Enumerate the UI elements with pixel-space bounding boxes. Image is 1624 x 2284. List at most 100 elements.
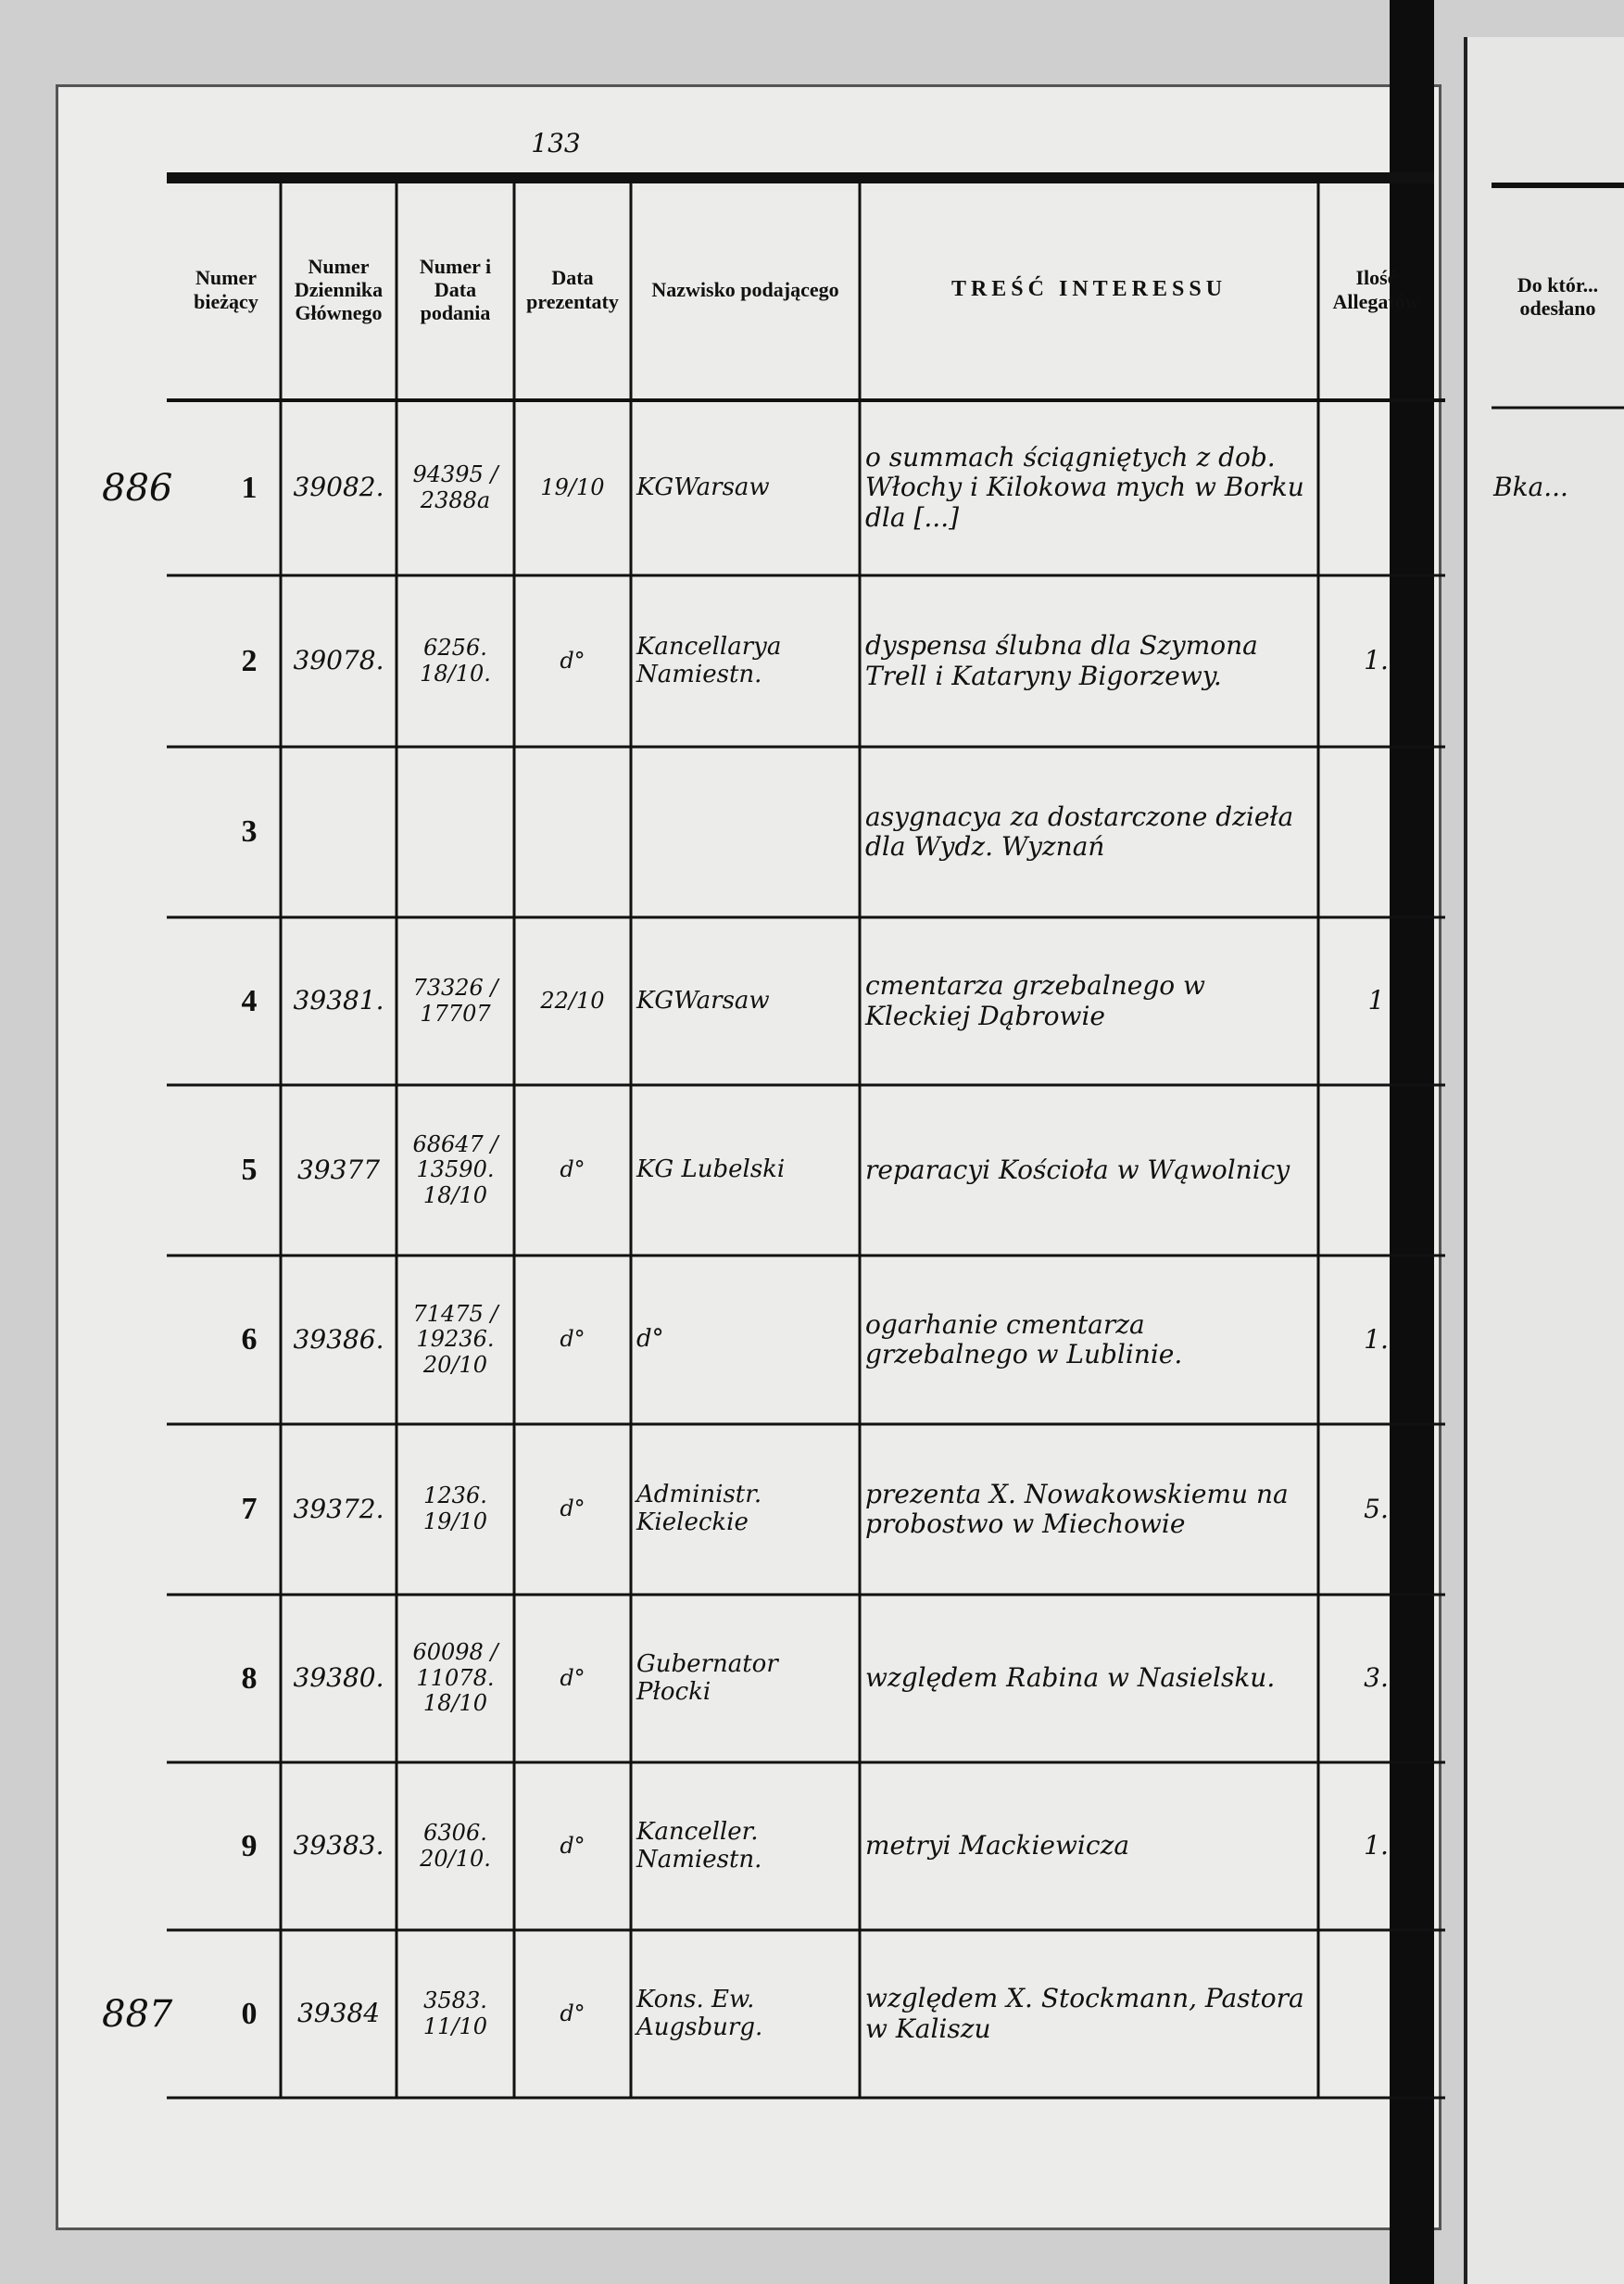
next-page-cell (1493, 581, 1624, 741)
next-page-cell (1493, 1091, 1624, 1250)
cell-date: 22/10 (540, 987, 605, 1014)
column-header: Nazwisko podającego (651, 277, 839, 301)
margin-number (102, 1261, 222, 1419)
column-header: Data prezentaty (526, 266, 619, 313)
cell-date: d° (560, 1832, 585, 1859)
cell-content: cmentarza grzebalnego w Kleckiej Dąbrowi… (865, 970, 1205, 1031)
cell-name: Kanceller. Namiestn. (636, 1817, 762, 1874)
cell-count (1324, 1091, 1429, 1250)
row-number: 2 (241, 643, 258, 678)
column-header: Numer bieżący (194, 266, 258, 313)
row-number: 5 (241, 1153, 258, 1188)
cell-date: 19/10 (540, 473, 605, 500)
cell-journal: 39078. (293, 645, 384, 676)
cell-date: d° (560, 1156, 585, 1183)
cell-filing (402, 752, 509, 912)
cell-name: KG Lubelski (636, 1155, 786, 1184)
cell-count: 1. (1364, 1323, 1389, 1355)
cell-date: d° (560, 1326, 585, 1353)
cell-name: Gubernator Płocki (636, 1649, 778, 1706)
next-page-cell (1493, 1430, 1624, 1589)
cell-count (1324, 406, 1429, 570)
margin-number (102, 581, 222, 741)
cell-journal: 39384 (296, 1998, 381, 2029)
cell-content: metryi Mackiewicza (865, 1830, 1130, 1861)
cell-filing: 60098 / 11078. 18/10 (412, 1639, 498, 1717)
column-header: Ilość Allegatów (1332, 266, 1420, 313)
cell-date: d° (560, 1664, 585, 1691)
cell-filing: 6256. 18/10. (420, 634, 491, 687)
cell-journal: 39377 (296, 1154, 381, 1185)
next-page-cell: Bka... (1493, 472, 1568, 503)
row-number: 9 (241, 1828, 258, 1863)
cell-filing: 1236. 19/10 (422, 1483, 488, 1534)
cell-name: Kons. Ew. Augsburg. (636, 1985, 763, 2041)
cell-count: 1. (1364, 1830, 1389, 1861)
cell-date (520, 752, 625, 912)
margin-number: 886 (102, 466, 173, 510)
cell-journal: 39383. (293, 1830, 384, 1861)
row-number: 3 (241, 814, 258, 850)
row-number: 0 (241, 1996, 258, 2031)
cell-filing: 73326 / 17707 (412, 974, 498, 1027)
cell-name: KGWarsaw (636, 473, 770, 501)
margin-number (102, 1430, 222, 1589)
cell-content: o summach ściągniętych z dob. Włochy i K… (865, 442, 1304, 533)
cell-journal: 39082. (293, 472, 384, 503)
cell-name (636, 752, 854, 912)
cell-journal: 39381. (293, 985, 384, 1016)
cell-date: d° (560, 1495, 585, 1522)
cell-count (1324, 1936, 1429, 2092)
margin-number (102, 923, 222, 1079)
cell-content: ogarhanie cmentarza grzebalnego w Lublin… (865, 1308, 1183, 1369)
cell-filing: 6306. 20/10. (420, 1819, 491, 1872)
cell-name: Administr. Kieleckie (636, 1481, 762, 1536)
row-number: 8 (241, 1660, 258, 1696)
cell-journal (286, 752, 391, 912)
margin-number (102, 752, 222, 912)
cell-filing: 68647 / 13590. 18/10 (412, 1130, 498, 1208)
cell-journal: 39372. (293, 1493, 384, 1524)
cell-count: 1 (1367, 985, 1385, 1016)
column-header: TREŚĆ INTERESSU (950, 276, 1227, 301)
next-page-cell (1493, 752, 1624, 912)
margin-number (102, 1091, 222, 1250)
cell-content: względem Rabina w Nasielsku. (865, 1662, 1276, 1694)
next-page-cell (1493, 1768, 1624, 1924)
next-page-header: Do któr... odesłano (1517, 272, 1599, 320)
cell-content: prezenta X. Nowakowskiemu na probostwo w… (865, 1478, 1289, 1539)
cell-content: dyspensa ślubna dla Szymona Trell i Kata… (865, 630, 1258, 691)
cell-count: 5. (1364, 1493, 1389, 1524)
scan-edge (1390, 0, 1434, 2284)
margin-number (102, 1768, 222, 1924)
cell-count (1324, 752, 1429, 912)
next-page (1464, 37, 1624, 2284)
margin-number: 887 (102, 1992, 173, 2036)
cell-content: asygnacya za dostarczone dzieła dla Wydz… (865, 801, 1294, 862)
cell-content: reparacyi Kościoła w Wąwolnicy (865, 1154, 1290, 1185)
cell-count: 1. (1364, 645, 1389, 676)
next-page-cell (1493, 1600, 1624, 1757)
cell-filing: 3583. 11/10 (422, 1987, 488, 2039)
cell-journal: 39386. (293, 1323, 384, 1355)
next-page-cell (1493, 923, 1624, 1079)
cell-date: d° (560, 647, 585, 674)
cell-content: względem X. Stockmann, Pastora w Kaliszu (865, 1983, 1304, 2044)
row-number: 7 (241, 1492, 258, 1527)
cell-name: KGWarsaw (636, 986, 770, 1015)
cell-filing: 94395 / 2388a (412, 461, 498, 513)
cell-filing: 71475 / 19236. 20/10 (412, 1300, 498, 1378)
column-header: Numer Dziennika Głównego (294, 254, 384, 325)
sheet (58, 87, 1439, 2227)
cell-name: d° (636, 1325, 664, 1354)
row-number: 6 (241, 1322, 258, 1357)
cell-count: 3. (1364, 1662, 1389, 1694)
row-number: 4 (241, 983, 258, 1018)
cell-journal: 39380. (293, 1662, 384, 1694)
cell-name: Kancellarya Namiestn. (636, 632, 782, 688)
next-page-cell (1493, 1936, 1624, 2092)
next-page-cell (1493, 1261, 1624, 1419)
column-header: Numer i Data podania (419, 254, 492, 325)
